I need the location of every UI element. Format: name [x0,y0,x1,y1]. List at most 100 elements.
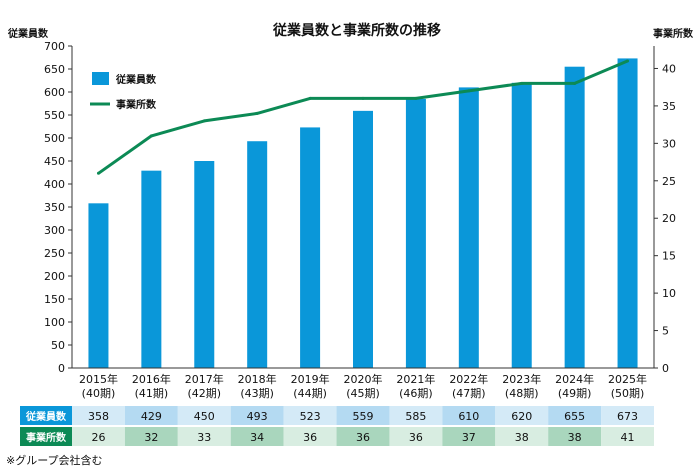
point-offices [520,81,524,85]
x-tick-label-year: 2015年 [79,372,118,386]
y-tick-label: 500 [44,132,65,145]
table-cell [548,406,602,425]
y2-tick-label: 0 [662,362,669,375]
table-cell-value: 523 [300,410,321,423]
table-cell-value: 34 [250,431,264,444]
table-cell [177,406,231,425]
x-tick-label-year: 2019年 [291,372,330,386]
table-cell [336,406,390,425]
x-tick-label-year: 2018年 [238,372,277,386]
x-tick-label-year: 2023年 [502,372,541,386]
table-cell [601,427,654,446]
bar-employees [353,110,373,369]
table-cell-value: 26 [91,431,105,444]
chart-title: 従業員数と事業所数の推移 [272,22,441,39]
y-tick-label: 650 [44,63,65,76]
point-offices [149,134,153,138]
y-tick-label: 150 [44,293,65,306]
table-cell [495,406,549,425]
point-offices [255,111,259,115]
y2-tick-label: 15 [662,250,676,263]
x-tick-label-year: 2017年 [185,372,224,386]
bar-employees [617,58,638,369]
table-cell-value: 33 [197,431,211,444]
table-row-label: 従業員数 [25,410,67,423]
point-offices [361,96,365,100]
y-tick-label: 550 [44,109,65,122]
bar-employees [300,127,321,368]
y-tick-label: 600 [44,86,65,99]
table-cell-value: 429 [141,410,162,423]
legend-swatch-employees [92,72,109,85]
table-cell [548,427,602,446]
y-tick-label: 350 [44,201,65,214]
table-cell-value: 655 [564,410,585,423]
x-tick-label-year: 2016年 [132,372,171,386]
y-tick-label: 200 [44,270,65,283]
y2-tick-label: 20 [662,212,676,225]
table-cell [389,406,443,425]
table-cell-value: 358 [88,410,109,423]
table-cell [230,427,284,446]
x-tick-label-term: (44期) [293,387,327,400]
y2-tick-label: 30 [662,137,676,150]
table-cell [495,427,549,446]
table-cell [283,427,337,446]
bar-employees [141,170,162,368]
x-tick-label-year: 2022年 [449,372,488,386]
x-tick-label-year: 2020年 [344,372,383,386]
x-tick-label-term: (41期) [135,387,169,400]
table-cell [177,427,231,446]
y2-tick-label: 40 [662,62,676,75]
table-cell [283,406,337,425]
table-cell [230,406,284,425]
table-cell-value: 620 [511,410,532,423]
table-cell [442,427,496,446]
x-tick-label-year: 2021年 [396,372,435,386]
table-row-header [20,427,72,446]
table-cell-value: 32 [144,431,158,444]
table-cell-value: 585 [405,410,426,423]
bar-employees [511,82,532,369]
table-cell-value: 36 [409,431,423,444]
table-cell-value: 41 [621,431,635,444]
y2-axis-label: 事業所数 [653,27,694,40]
x-tick-label-term: (48期) [505,387,539,400]
table-cell-value: 610 [458,410,479,423]
table-cell-value: 559 [353,410,374,423]
bar-employees [88,203,109,368]
table-cell [442,406,496,425]
table-cell [336,427,390,446]
x-tick-label-term: (45期) [346,387,380,400]
y-tick-label: 450 [44,155,65,168]
y-tick-label: 50 [51,339,65,352]
y2-tick-label: 5 [662,325,669,338]
table-cell-value: 450 [194,410,215,423]
x-tick-label-term: (42期) [187,387,221,400]
bar-employees [194,161,215,368]
table-cell [389,427,443,446]
x-tick-label-term: (46期) [399,387,433,400]
point-offices [414,96,418,100]
table-cell [72,427,125,446]
point-offices [202,119,206,123]
table-cell [124,427,178,446]
table-cell [72,406,125,425]
point-offices [308,96,312,100]
x-tick-label-year: 2025年 [608,372,647,386]
y-tick-label: 0 [58,362,65,375]
y-tick-label: 300 [44,224,65,237]
x-tick-label-term: (47期) [452,387,486,400]
y-tick-label: 400 [44,178,65,191]
point-offices [626,59,630,63]
legend-label-employees: 従業員数 [115,73,157,86]
table-row-header [20,406,72,425]
y2-tick-label: 25 [662,175,676,188]
y2-tick-label: 35 [662,100,676,113]
table-cell-value: 36 [356,431,370,444]
bar-employees [458,87,479,369]
point-offices [573,81,577,85]
table-cell-value: 38 [515,431,529,444]
table-row-label: 事業所数 [26,431,67,444]
